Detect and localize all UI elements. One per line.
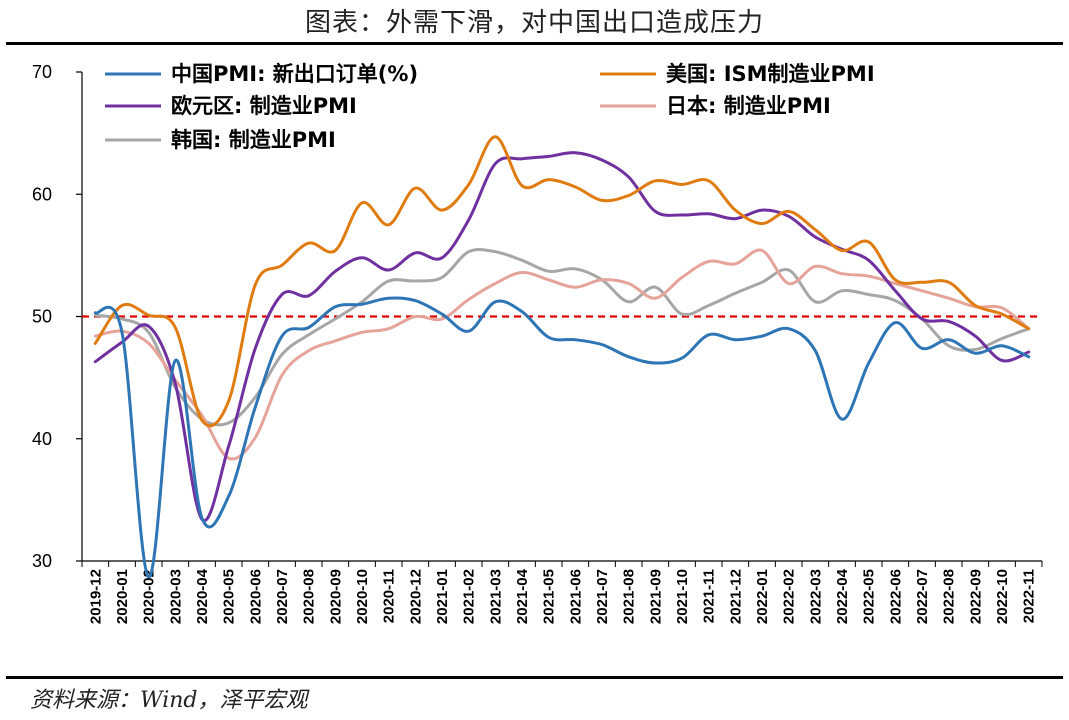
- legend: 中国PMI: 新出口订单(%) 美国: ISM制造业PMI 欧元区: 制造业PMI 日…: [105, 62, 875, 152]
- pmi-line-chart: 30 40 50 60 70 2019-12 2020-01 2020-02 2020-03 20…: [32, 62, 1043, 624]
- chart-title: 图表：外需下滑，对中国出口造成压力: [304, 8, 764, 38]
- x-tick-label: 2022-04: [834, 568, 851, 624]
- y-tick-label: 60: [32, 184, 52, 204]
- x-tick-label: 2021-03: [487, 569, 504, 624]
- x-tick-label: 2020-02: [141, 569, 158, 624]
- x-tick-label: 2022-06: [887, 569, 904, 624]
- x-tick-label: 2020-06: [247, 569, 264, 624]
- x-tick-label: 2022-08: [941, 569, 958, 624]
- x-tick-label: 2021-10: [674, 569, 691, 624]
- x-tick-label: 2022-05: [861, 569, 878, 624]
- x-tick-label: 2020-10: [354, 569, 371, 624]
- x-tick-label: 2021-09: [647, 569, 664, 624]
- legend-korea-pmi: 韩国: 制造业PMI: [105, 128, 336, 152]
- x-tick-label: 2020-03: [167, 569, 184, 624]
- x-tick-label: 2022-11: [1021, 569, 1038, 623]
- x-tick-label: 2021-02: [461, 569, 478, 624]
- x-tick-label: 2020-01: [114, 569, 131, 624]
- x-tick-label: 2020-09: [327, 569, 344, 624]
- legend-label: 美国: ISM制造业PMI: [666, 62, 875, 86]
- y-tick-label: 70: [32, 62, 52, 82]
- x-tick-label: 2021-05: [541, 569, 558, 624]
- x-tick-label: 2021-08: [621, 569, 638, 624]
- x-tick-label: 2020-12: [407, 569, 424, 624]
- x-tick-label: 2020-07: [274, 569, 291, 624]
- y-tick-label: 50: [32, 307, 52, 327]
- x-tick-label: 2021-11: [701, 569, 718, 623]
- x-tick-label: 2020-04: [194, 568, 211, 624]
- source-note: 资料来源：Wind，泽平宏观: [30, 688, 308, 713]
- x-tick-label: 2020-05: [221, 569, 238, 624]
- legend-japan-pmi: 日本: 制造业PMI: [600, 94, 831, 118]
- legend-label: 韩国: 制造业PMI: [171, 128, 336, 152]
- x-tick-label: 2022-01: [754, 569, 771, 624]
- legend-us-ism-pmi: 美国: ISM制造业PMI: [600, 62, 875, 86]
- x-tick-label: 2021-04: [514, 568, 531, 624]
- x-tick-label: 2021-12: [727, 569, 744, 624]
- x-tick-label: 2021-06: [567, 569, 584, 624]
- source-rule: [6, 676, 1063, 679]
- x-tick-label: 2021-01: [434, 569, 451, 624]
- title-rule: [6, 42, 1063, 45]
- series-korea-pmi-line: [93, 247, 1031, 427]
- x-tick-label: 2021-07: [594, 569, 611, 624]
- legend-label: 日本: 制造业PMI: [666, 94, 831, 118]
- x-tick-label: 2020-11: [381, 569, 398, 623]
- legend-label: 中国PMI: 新出口订单(%): [171, 62, 418, 86]
- series-japan-pmi-line: [93, 248, 1031, 461]
- x-tick-label: 2022-09: [967, 569, 984, 624]
- x-tick-label: 2022-07: [914, 569, 931, 624]
- y-tick-label: 40: [32, 429, 52, 449]
- x-tick-label: 2022-02: [781, 569, 798, 624]
- legend-label: 欧元区: 制造业PMI: [171, 94, 357, 118]
- y-tick-label: 30: [32, 551, 52, 571]
- axes: 30 40 50 60 70 2019-12 2020-01 2020-02 2020-03 20…: [32, 62, 1043, 624]
- x-tick-label: 2022-10: [994, 569, 1011, 624]
- legend-china-new-export-orders: 中国PMI: 新出口订单(%): [105, 62, 418, 86]
- series-china-new-export-orders-line: [93, 296, 1031, 579]
- x-tick-label: 2022-03: [807, 569, 824, 624]
- x-tick-label: 2019-12: [87, 569, 104, 624]
- series-eurozone-pmi-line: [93, 151, 1031, 523]
- legend-eurozone-pmi: 欧元区: 制造业PMI: [105, 94, 357, 118]
- x-tick-label: 2020-08: [301, 569, 318, 624]
- series-us-ism-pmi-line: [93, 135, 1031, 428]
- series-lines: [93, 135, 1031, 579]
